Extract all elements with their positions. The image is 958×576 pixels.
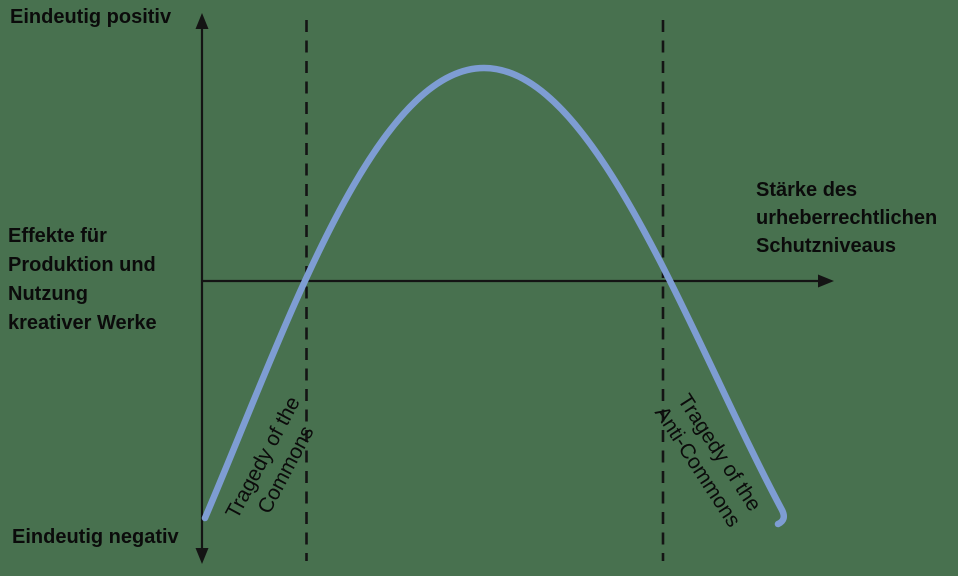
y-axis-min-label: Eindeutig negativ: [12, 526, 179, 548]
x-axis-title: Stärke des urheberrechtlichen Schutznive…: [756, 179, 938, 257]
x-axis-arrow-right-icon: [818, 274, 834, 288]
curve: [201, 64, 788, 528]
y-axis-max-label: Eindeutig positiv: [10, 6, 172, 28]
y-axis-title: Effekte für Produktion und Nutzung kreat…: [8, 225, 157, 334]
y-axis-arrow-down-icon: [195, 548, 209, 564]
y-axis-arrow-up-icon: [195, 13, 209, 29]
